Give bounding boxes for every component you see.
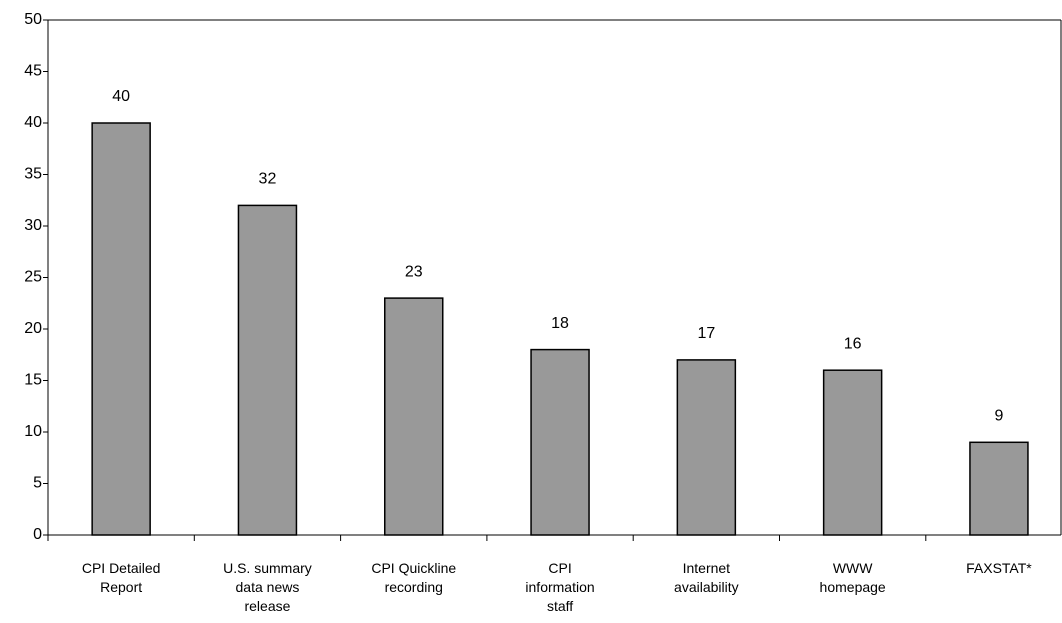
bar xyxy=(676,359,737,536)
value-label: 9 xyxy=(994,408,1003,425)
y-tick-label: 35 xyxy=(24,166,42,183)
x-tick-label: CPI Quickline recording xyxy=(371,560,457,595)
x-tick-label: CPI information staff xyxy=(525,560,595,614)
bar xyxy=(530,348,590,536)
value-label: 18 xyxy=(551,315,569,332)
x-tick-label: CPI Detailed Report xyxy=(81,560,161,595)
bar xyxy=(91,122,151,536)
x-tick-label: U.S. summary data news release xyxy=(223,560,312,614)
bar xyxy=(384,297,444,536)
y-tick-label: 15 xyxy=(24,372,42,389)
y-tick-label: 30 xyxy=(24,217,42,234)
x-tick-label: FAXSTAT* xyxy=(966,560,1032,576)
x-tick-label: WWW homepage xyxy=(819,560,886,595)
value-label: 23 xyxy=(405,263,423,280)
bar xyxy=(237,204,298,536)
y-tick-label: 20 xyxy=(24,320,42,337)
bar xyxy=(969,441,1029,536)
x-tick-label: Internet availability xyxy=(674,560,739,595)
value-label: 40 xyxy=(112,88,130,105)
y-tick-label: 10 xyxy=(24,423,42,440)
y-tick-label: 50 xyxy=(24,11,42,28)
y-tick-label: 40 xyxy=(24,114,42,131)
value-label: 17 xyxy=(697,325,715,342)
value-label: 32 xyxy=(259,171,277,188)
y-tick-label: 0 xyxy=(33,526,42,543)
y-tick-label: 5 xyxy=(33,475,42,492)
y-tick-label: 45 xyxy=(24,63,42,80)
y-tick-label: 25 xyxy=(24,269,42,286)
value-label: 16 xyxy=(844,335,862,352)
bar xyxy=(822,369,883,536)
